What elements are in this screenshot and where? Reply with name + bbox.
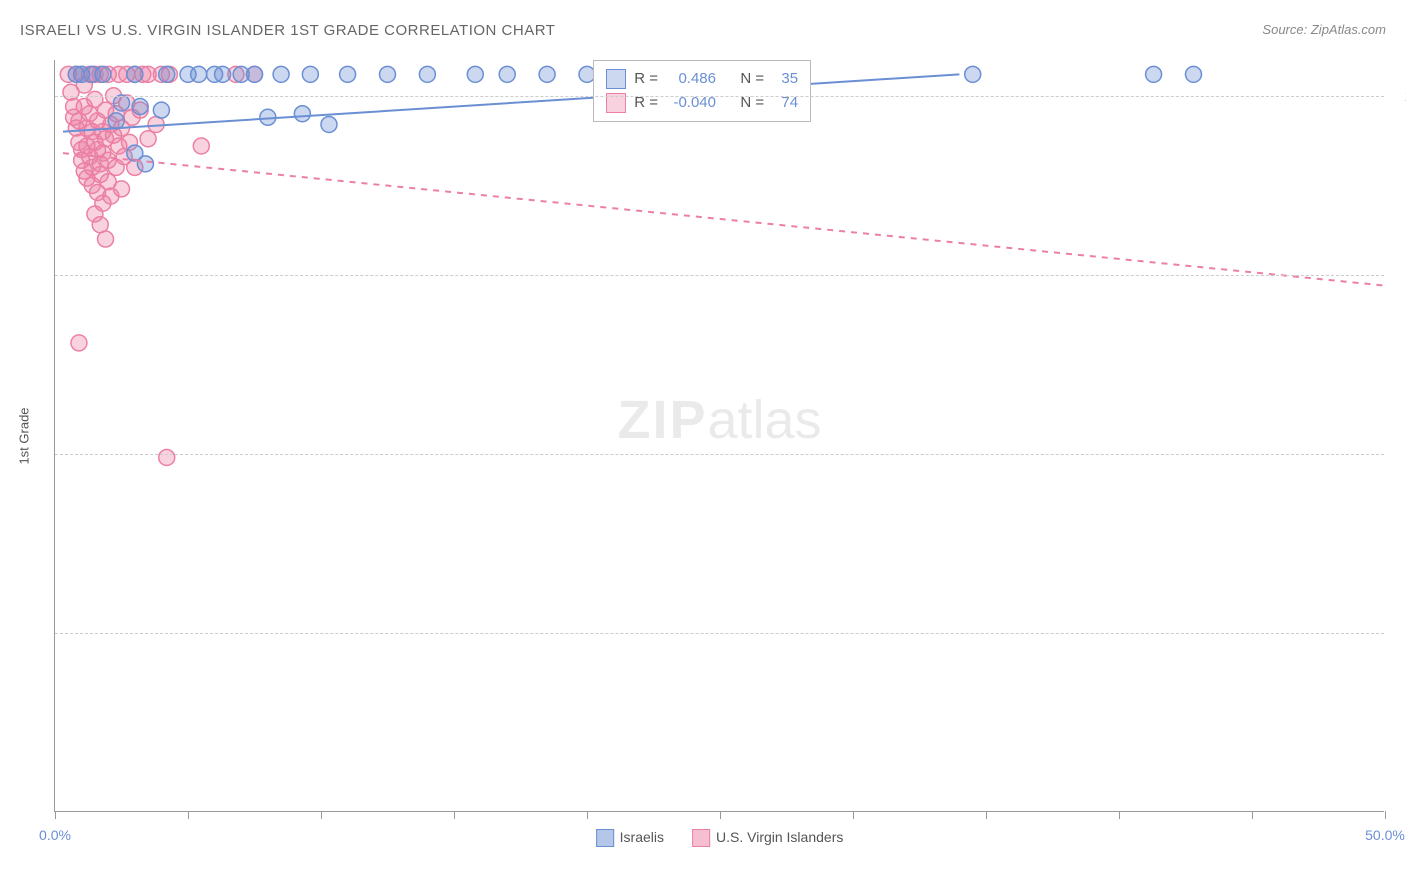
y-tick-label: 95.0%: [1392, 267, 1406, 283]
stats-r-label: R =: [634, 91, 658, 115]
stats-box: R = 0.486 N = 35 R = -0.040 N = 74: [593, 60, 811, 122]
data-point: [159, 66, 175, 82]
x-tick-label: 50.0%: [1365, 827, 1405, 843]
x-tick: [1119, 811, 1120, 819]
data-point: [137, 156, 153, 172]
data-point: [273, 66, 289, 82]
legend-swatch: [692, 829, 710, 847]
stats-n-value: 74: [772, 91, 798, 115]
legend-swatch: [596, 829, 614, 847]
chart-title: ISRAELI VS U.S. VIRGIN ISLANDER 1ST GRAD…: [20, 22, 555, 39]
data-point: [302, 66, 318, 82]
stats-r-value: -0.040: [666, 91, 716, 115]
data-point: [1146, 66, 1162, 82]
stats-swatch: [606, 69, 626, 89]
x-tick: [587, 811, 588, 819]
data-point: [467, 66, 483, 82]
data-point: [539, 66, 555, 82]
data-point: [98, 231, 114, 247]
x-tick: [986, 811, 987, 819]
data-point: [965, 66, 981, 82]
stats-n-label: N =: [740, 67, 764, 91]
y-tick-label: 100.0%: [1392, 88, 1406, 104]
data-point: [321, 116, 337, 132]
legend-label: U.S. Virgin Islanders: [716, 829, 843, 845]
data-point: [108, 113, 124, 129]
stats-row: R = 0.486 N = 35: [606, 67, 798, 91]
data-point: [191, 66, 207, 82]
x-tick: [454, 811, 455, 819]
data-point: [380, 66, 396, 82]
data-point: [71, 335, 87, 351]
legend-item: U.S. Virgin Islanders: [692, 829, 843, 847]
data-point: [419, 66, 435, 82]
x-tick: [853, 811, 854, 819]
source-attribution: Source: ZipAtlas.com: [1262, 22, 1386, 37]
data-point: [247, 66, 263, 82]
data-point: [1185, 66, 1201, 82]
data-point: [193, 138, 209, 154]
scatter-svg: [55, 60, 1384, 811]
source-value: ZipAtlas.com: [1311, 22, 1386, 37]
x-tick-label: 0.0%: [39, 827, 71, 843]
y-axis-label: 1st Grade: [17, 407, 32, 464]
x-tick: [321, 811, 322, 819]
data-point: [114, 95, 130, 111]
data-point: [114, 181, 130, 197]
y-tick-label: 85.0%: [1392, 625, 1406, 641]
data-point: [95, 66, 111, 82]
data-point: [499, 66, 515, 82]
stats-n-label: N =: [740, 91, 764, 115]
data-point: [140, 131, 156, 147]
gridline: [55, 96, 1384, 97]
plot-area: ZIPatlas R =0.486 N =35R =-0.040 N =74 I…: [54, 60, 1384, 812]
x-tick: [720, 811, 721, 819]
x-tick: [1252, 811, 1253, 819]
x-tick: [55, 811, 56, 819]
data-point: [215, 66, 231, 82]
data-point: [132, 99, 148, 115]
gridline: [55, 275, 1384, 276]
gridline: [55, 454, 1384, 455]
data-point: [340, 66, 356, 82]
stats-r-value: 0.486: [666, 67, 716, 91]
legend-label: Israelis: [620, 829, 664, 845]
data-point: [153, 102, 169, 118]
data-point: [127, 66, 143, 82]
gridline: [55, 633, 1384, 634]
y-tick-label: 90.0%: [1392, 446, 1406, 462]
stats-r-label: R =: [634, 67, 658, 91]
x-tick: [188, 811, 189, 819]
data-point: [294, 106, 310, 122]
legend-item: Israelis: [596, 829, 664, 847]
stats-row: R = -0.040 N = 74: [606, 91, 798, 115]
source-label: Source:: [1262, 22, 1307, 37]
stats-n-value: 35: [772, 67, 798, 91]
data-point: [159, 449, 175, 465]
x-tick: [1385, 811, 1386, 819]
trend-line: [63, 153, 1385, 285]
legend-bottom: Israelis U.S. Virgin Islanders: [596, 829, 844, 847]
